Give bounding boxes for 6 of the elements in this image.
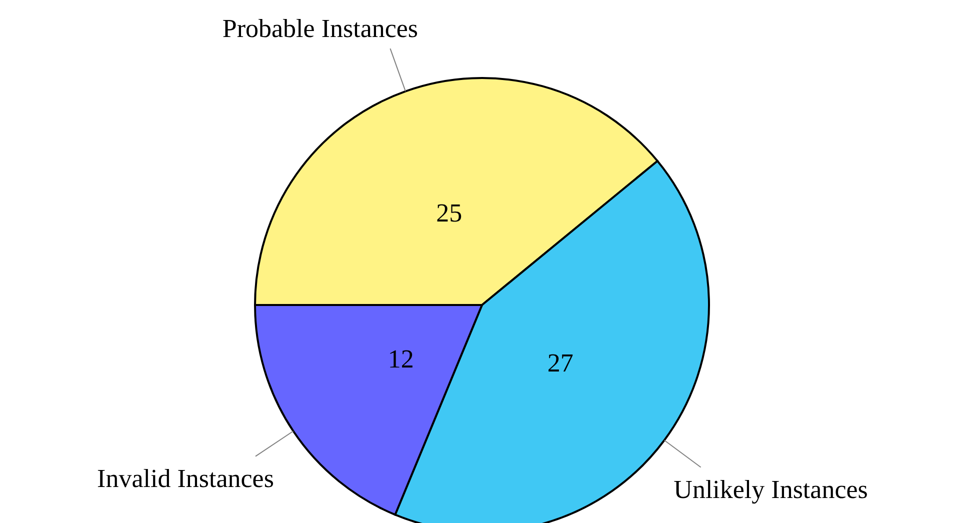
data-label: 12 bbox=[388, 344, 414, 374]
slice-label: Invalid Instances bbox=[97, 464, 274, 493]
slice-label: Unlikely Instances bbox=[674, 474, 868, 504]
data-label: 27 bbox=[547, 348, 574, 378]
slice-label: Probable Instances bbox=[222, 14, 418, 44]
data-label: 25 bbox=[436, 198, 462, 228]
